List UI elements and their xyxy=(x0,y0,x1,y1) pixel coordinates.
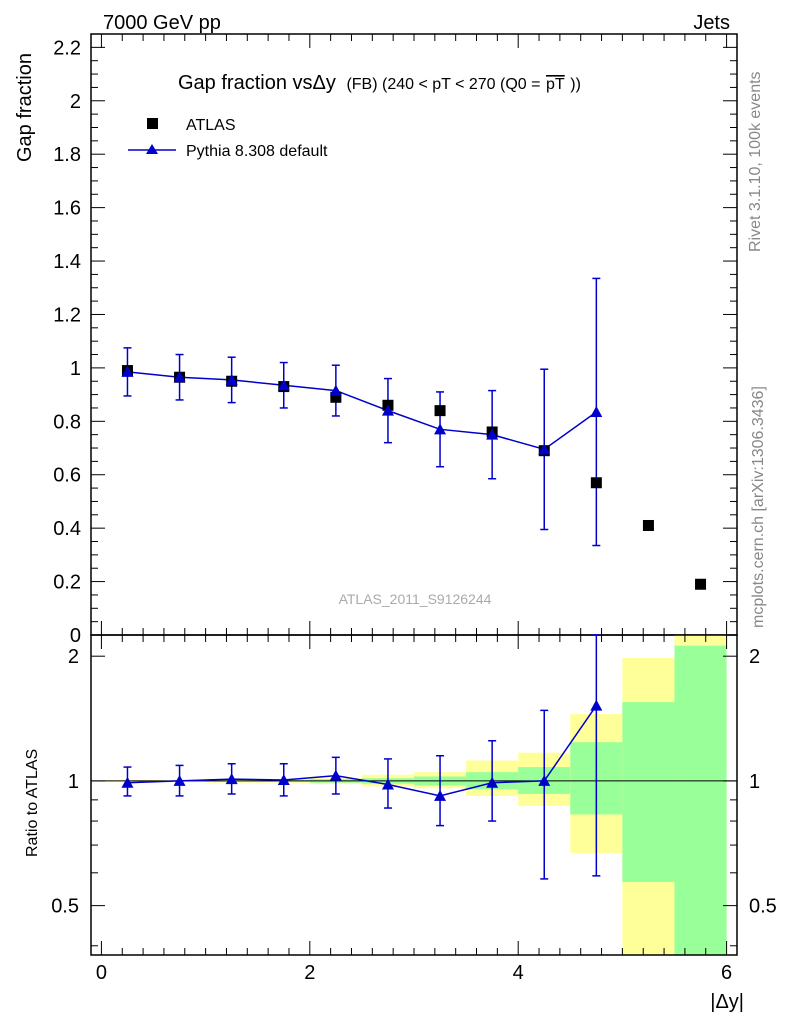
pythia-point xyxy=(538,443,551,455)
legend: ATLAS Pythia 8.308 default xyxy=(128,117,328,160)
y-tick-label: 0.8 xyxy=(53,411,81,433)
side-text-bottom: mcplots.cern.ch [arXiv:1306.3436] xyxy=(750,386,767,628)
band-green-11 xyxy=(674,645,727,955)
y-tick-label: 0.4 xyxy=(53,518,81,540)
y-tick-label: 1.4 xyxy=(53,251,81,273)
ratio-y-tick-label: 0.5 xyxy=(51,896,79,918)
y-tick-label: 1.2 xyxy=(53,304,81,326)
ratio-y-tick-label-right: 2 xyxy=(749,646,760,668)
ratio-line xyxy=(127,705,597,797)
y-tick-label: 0.2 xyxy=(53,572,81,594)
x-tick-label: 0 xyxy=(96,962,107,984)
legend-pythia-label: Pythia 8.308 default xyxy=(186,143,328,160)
pythia-point xyxy=(486,428,499,440)
x-tick-label: 6 xyxy=(721,962,732,984)
y-tick-label: 2.2 xyxy=(53,37,81,59)
ratio-point xyxy=(434,789,447,801)
ratio-point xyxy=(225,773,238,785)
x-tick-label: 4 xyxy=(513,962,524,984)
legend-atlas-marker xyxy=(147,118,158,129)
title-sub: (FB) (240 < pT < 270 (Q0 = xyxy=(346,76,540,93)
ratio-point xyxy=(277,774,290,786)
pythia-point xyxy=(277,379,290,391)
ratio-y-tick-label: 1 xyxy=(68,771,79,793)
title-main: Gap fraction vsΔy xyxy=(178,72,336,94)
header-left: 7000 GeV pp xyxy=(103,12,221,34)
ratio-y-axis-label: Ratio to ATLAS xyxy=(24,749,41,857)
ratio-y-tick-label-right: 0.5 xyxy=(749,896,777,918)
y-tick-label: 1.8 xyxy=(53,144,81,166)
atlas-point xyxy=(695,578,707,590)
y-tick-label-zero: 0 xyxy=(70,625,81,647)
x-tick-label: 2 xyxy=(304,962,315,984)
side-text-top: Rivet 3.1.10, 100k events xyxy=(747,71,764,252)
title-overline: pT xyxy=(546,76,565,93)
ratio-plot: 0 2 4 6 0.5 0.5 1 1 2 2 xyxy=(51,634,777,984)
title-close: )) xyxy=(570,76,581,93)
ratio-point xyxy=(121,776,134,788)
ratio-point xyxy=(381,778,394,790)
pythia-point xyxy=(173,371,186,383)
pythia-point xyxy=(434,423,447,435)
pythia-point xyxy=(225,373,238,385)
ratio-point xyxy=(329,769,342,781)
y-tick-label: 0.6 xyxy=(53,465,81,487)
ratio-point xyxy=(538,774,551,786)
atlas-point xyxy=(434,405,446,417)
chart-title: Gap fraction vsΔy (FB) (240 < pT < 270 (… xyxy=(178,72,581,94)
ratio-y-tick-label-right: 1 xyxy=(749,771,760,793)
atlas-point xyxy=(642,519,654,531)
y-axis-label: Gap fraction xyxy=(14,53,36,162)
pythia-point xyxy=(121,365,134,377)
y-tick-label: 1.6 xyxy=(53,198,81,220)
x-axis-label: |Δy| xyxy=(710,991,744,1013)
ratio-point xyxy=(486,776,499,788)
ratio-point xyxy=(590,699,603,711)
y-tick-label: 2 xyxy=(70,91,81,113)
watermark: ATLAS_2011_S9126244 xyxy=(339,591,492,607)
ratio-point xyxy=(173,774,186,786)
pythia-point xyxy=(381,404,394,416)
atlas-point xyxy=(590,477,602,489)
pythia-line xyxy=(127,371,597,451)
legend-atlas-label: ATLAS xyxy=(186,117,236,134)
pythia-point xyxy=(590,405,603,417)
atlas-point xyxy=(330,391,342,403)
y-tick-label: 1 xyxy=(70,358,81,380)
pythia-point xyxy=(329,384,342,396)
header-right: Jets xyxy=(693,12,730,34)
ratio-y-tick-label: 2 xyxy=(68,646,79,668)
legend-pythia-marker xyxy=(146,144,158,154)
band-green-10 xyxy=(622,702,675,883)
